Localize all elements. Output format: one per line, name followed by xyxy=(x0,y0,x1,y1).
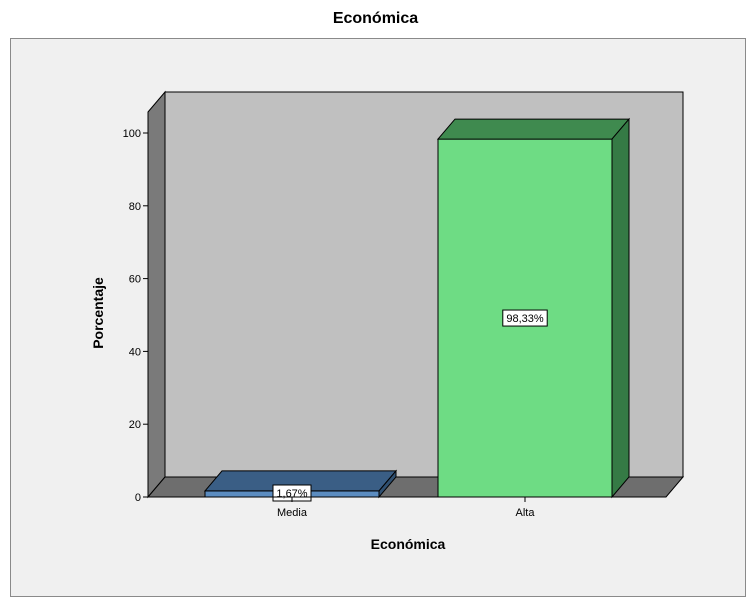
side-wall xyxy=(148,92,165,497)
data-label: 98,33% xyxy=(503,310,547,326)
y-tick-label: 60 xyxy=(129,274,141,286)
y-tick-label: 100 xyxy=(123,128,141,140)
x-tick-label: Alta xyxy=(516,507,536,519)
bar-side-alta xyxy=(612,119,629,497)
bar-top-alta xyxy=(438,119,629,139)
data-label-text: 98,33% xyxy=(506,313,544,325)
x-axis: Media Alta xyxy=(148,497,666,519)
x-axis-title: Económica xyxy=(371,536,446,552)
x-tick-label: Media xyxy=(277,507,308,519)
y-axis-title: Porcentaje xyxy=(90,277,106,349)
y-axis: 0 20 40 60 80 100 xyxy=(123,112,148,504)
y-tick-label: 40 xyxy=(129,346,141,358)
y-tick-label: 80 xyxy=(129,201,141,213)
y-tick-label: 20 xyxy=(129,419,141,431)
y-tick-label: 0 xyxy=(135,492,141,504)
